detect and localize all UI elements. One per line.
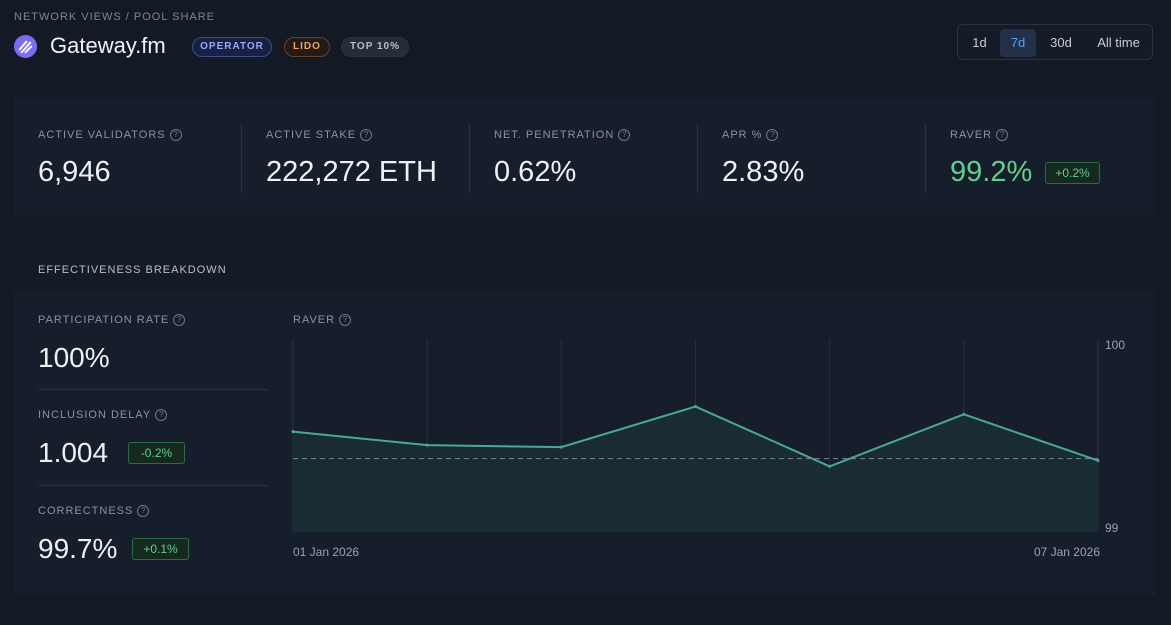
chart-area-fill [293, 406, 1098, 532]
effectiveness-title: EFFECTIVENESS BREAKDOWN [38, 264, 227, 276]
net-penetration-value: 0.62% [494, 156, 577, 188]
chart-y-tick-label: 100 [1105, 338, 1125, 352]
apr-label: APR %? [722, 129, 779, 141]
timeframe-30d-button[interactable]: 30d [1050, 35, 1072, 50]
stats-panel: ACTIVE VALIDATORS? 6,946 ACTIVE STAKE? 2… [14, 98, 1156, 216]
chart-data-point [291, 430, 295, 434]
help-icon[interactable]: ? [137, 505, 150, 517]
stat-divider [469, 123, 470, 193]
timeframe-selector: 1d 7d 30d All time [957, 24, 1153, 60]
active-stake-label-text: ACTIVE STAKE [266, 129, 357, 141]
metric-divider [38, 485, 269, 486]
inclusion-delay-value: 1.004 [38, 437, 109, 468]
stat-divider [925, 123, 926, 193]
correctness-value: 99.7% [38, 533, 118, 564]
stat-divider [241, 123, 242, 193]
chart-data-point [962, 412, 966, 416]
help-icon[interactable]: ? [618, 129, 631, 141]
correctness-label-text: CORRECTNESS [38, 505, 134, 517]
brand-name: Gateway.fm [50, 33, 166, 58]
chart-x-tick-label: 01 Jan 2026 [293, 545, 359, 559]
active-validators-label-text: ACTIVE VALIDATORS [38, 129, 166, 141]
effectiveness-header: EFFECTIVENESS BREAKDOWN [14, 249, 1156, 290]
active-validators-value: 6,946 [38, 156, 111, 188]
help-icon[interactable]: ? [766, 129, 779, 141]
timeframe-all-time-button[interactable]: All time [1097, 35, 1140, 50]
raver-chart: 100 99 01 Jan 2026 07 Jan 2026 [291, 338, 1125, 559]
inclusion-delay-label: INCLUSION DELAY? [38, 409, 168, 421]
stat-divider [697, 123, 698, 193]
top-rank-badge: TOP 10% [341, 37, 409, 57]
chart-data-point [559, 445, 563, 449]
apr-label-text: APR % [722, 129, 763, 141]
net-penetration-label-text: NET. PENETRATION [494, 129, 615, 141]
active-stake-value: 222,272 ETH [266, 156, 437, 188]
net-penetration-label: NET. PENETRATION? [494, 129, 631, 141]
timeframe-1d-button[interactable]: 1d [972, 35, 987, 50]
effectiveness-panel: PARTICIPATION RATE? 100% INCLUSION DELAY… [14, 291, 1156, 596]
gateway-logo-icon [13, 34, 38, 59]
help-icon[interactable]: ? [360, 129, 373, 141]
lido-badge: LIDO [284, 37, 330, 57]
breadcrumb: NETWORK VIEWS / POOL SHARE [14, 11, 216, 23]
active-stake-label: ACTIVE STAKE? [266, 129, 373, 141]
apr-value: 2.83% [722, 156, 805, 188]
raver-chart-label: RAVER? [293, 314, 352, 326]
raver-delta-badge: +0.2% [1045, 162, 1100, 184]
help-icon[interactable]: ? [339, 314, 352, 326]
raver-label-text: RAVER [950, 129, 993, 141]
participation-rate-label-text: PARTICIPATION RATE [38, 314, 170, 326]
chart-data-point [425, 443, 429, 447]
chart-data-point [828, 464, 832, 468]
participation-rate-value: 100% [38, 342, 110, 373]
metric-divider [38, 389, 269, 390]
help-icon[interactable]: ? [173, 314, 186, 326]
help-icon[interactable]: ? [996, 129, 1009, 141]
raver-chart-title: RAVER [293, 314, 336, 326]
correctness-label: CORRECTNESS? [38, 505, 150, 517]
chart-y-tick-label: 99 [1105, 521, 1119, 535]
participation-rate-label: PARTICIPATION RATE? [38, 314, 186, 326]
help-icon[interactable]: ? [155, 409, 168, 421]
raver-value: 99.2% [950, 156, 1033, 188]
chart-data-point [694, 405, 697, 409]
timeframe-7d-button[interactable]: 7d [1000, 29, 1036, 57]
raver-label: RAVER? [950, 129, 1009, 141]
chart-x-tick-label: 07 Jan 2026 [1034, 545, 1100, 559]
active-validators-label: ACTIVE VALIDATORS? [38, 129, 182, 141]
correctness-delta-badge: +0.1% [132, 538, 189, 560]
help-icon[interactable]: ? [169, 129, 182, 141]
chart-data-point [1096, 459, 1100, 463]
inclusion-delay-delta-badge: -0.2% [128, 442, 185, 464]
operator-badge: OPERATOR [192, 37, 272, 57]
inclusion-delay-label-text: INCLUSION DELAY [38, 409, 152, 421]
